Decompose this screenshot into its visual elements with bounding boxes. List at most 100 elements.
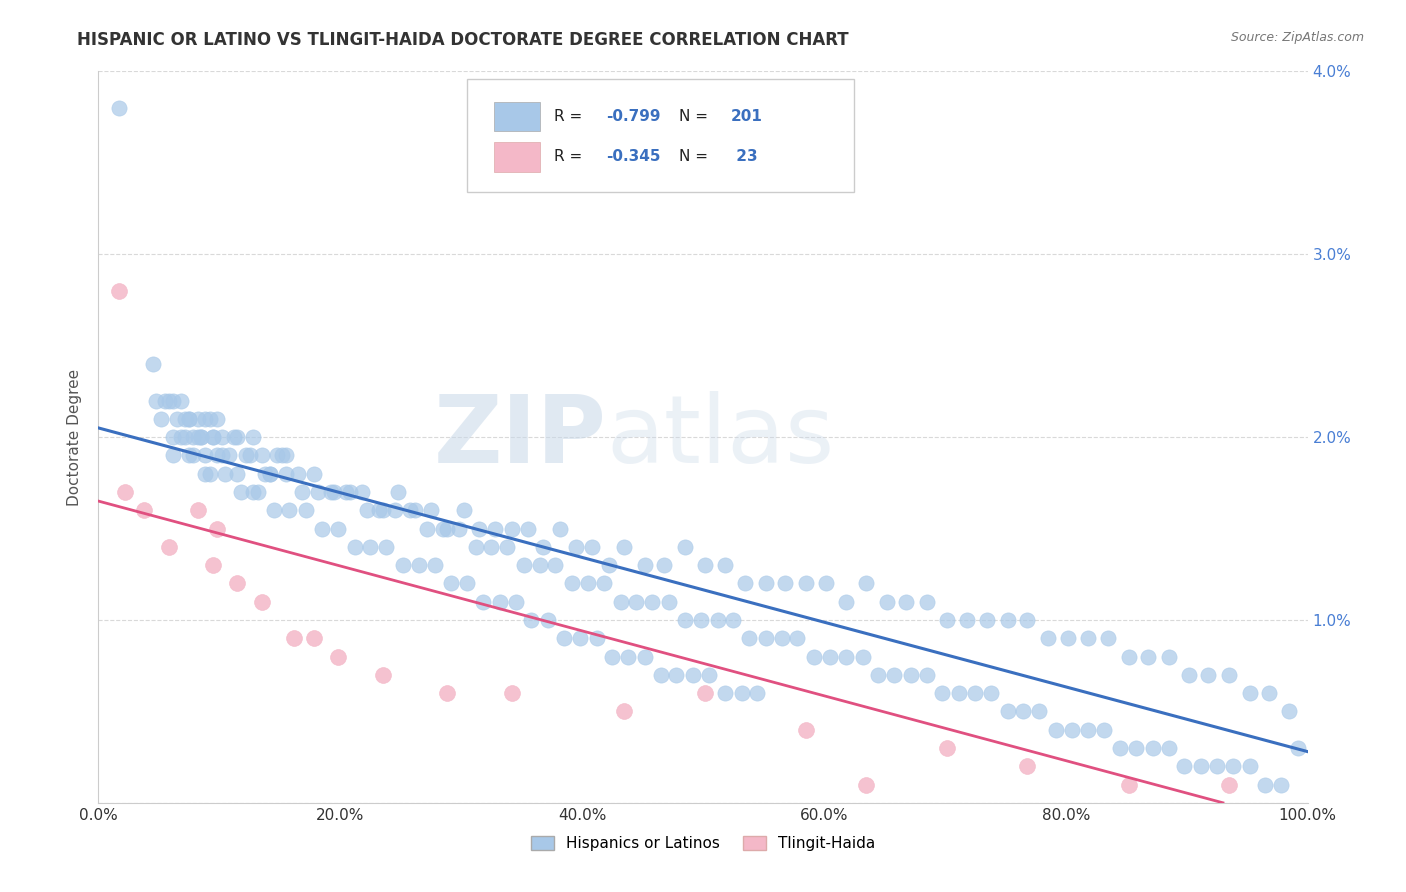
Point bbox=[371, 503, 394, 517]
Point bbox=[242, 430, 264, 444]
Point bbox=[145, 393, 167, 408]
Point bbox=[162, 393, 184, 408]
Point bbox=[214, 467, 236, 481]
Point bbox=[652, 558, 675, 573]
Point bbox=[468, 521, 491, 535]
Point bbox=[283, 632, 305, 646]
Point bbox=[581, 540, 603, 554]
Point bbox=[226, 467, 249, 481]
Point bbox=[1118, 649, 1140, 664]
Point bbox=[1015, 759, 1038, 773]
Point bbox=[1142, 740, 1164, 755]
Point bbox=[181, 430, 204, 444]
Text: -0.345: -0.345 bbox=[606, 150, 661, 164]
Point bbox=[948, 686, 970, 700]
Text: 23: 23 bbox=[731, 150, 758, 164]
Point bbox=[1178, 667, 1201, 681]
Point bbox=[1239, 759, 1261, 773]
Point bbox=[794, 723, 817, 737]
Point bbox=[1118, 778, 1140, 792]
Point bbox=[205, 521, 228, 535]
Point bbox=[198, 412, 221, 426]
Point bbox=[855, 576, 877, 591]
Point bbox=[481, 540, 503, 554]
Point bbox=[250, 595, 273, 609]
Point bbox=[259, 467, 281, 481]
Point bbox=[323, 485, 346, 500]
Point bbox=[1157, 740, 1180, 755]
Point bbox=[274, 467, 297, 481]
Point bbox=[456, 576, 478, 591]
Point bbox=[202, 430, 225, 444]
Point bbox=[641, 595, 664, 609]
Point bbox=[453, 503, 475, 517]
Point bbox=[190, 430, 212, 444]
Point bbox=[936, 740, 959, 755]
Point bbox=[592, 576, 614, 591]
Point bbox=[436, 521, 458, 535]
Point bbox=[689, 613, 711, 627]
Point bbox=[1157, 649, 1180, 664]
Point bbox=[423, 558, 446, 573]
Point bbox=[505, 595, 527, 609]
Point bbox=[311, 521, 333, 535]
Point bbox=[326, 521, 349, 535]
Point bbox=[218, 449, 240, 463]
Text: N =: N = bbox=[679, 150, 707, 164]
Point bbox=[1218, 778, 1240, 792]
Point bbox=[187, 430, 209, 444]
Point bbox=[815, 576, 838, 591]
Point bbox=[537, 613, 560, 627]
Point bbox=[894, 595, 917, 609]
Point bbox=[319, 485, 342, 500]
Point bbox=[134, 503, 156, 517]
Point bbox=[1012, 705, 1035, 719]
Point bbox=[308, 485, 330, 500]
Point bbox=[242, 485, 264, 500]
Point bbox=[755, 576, 778, 591]
Point bbox=[855, 778, 877, 792]
Point bbox=[278, 503, 301, 517]
Point bbox=[650, 667, 672, 681]
Point bbox=[295, 503, 318, 517]
Point bbox=[194, 449, 217, 463]
Point bbox=[1057, 632, 1080, 646]
Point bbox=[447, 521, 470, 535]
Point bbox=[371, 667, 394, 681]
Point bbox=[162, 449, 184, 463]
Point bbox=[157, 540, 180, 554]
Point bbox=[1278, 705, 1301, 719]
Point bbox=[489, 595, 512, 609]
Point bbox=[198, 467, 221, 481]
Point bbox=[360, 540, 382, 554]
Point bbox=[169, 430, 191, 444]
Point bbox=[773, 576, 796, 591]
Point bbox=[387, 485, 409, 500]
Text: -0.799: -0.799 bbox=[606, 109, 661, 124]
Point bbox=[368, 503, 391, 517]
Point bbox=[471, 595, 494, 609]
Point bbox=[226, 430, 249, 444]
Point bbox=[997, 705, 1019, 719]
Point bbox=[695, 558, 717, 573]
Point bbox=[205, 412, 228, 426]
Point bbox=[290, 485, 312, 500]
Point bbox=[350, 485, 373, 500]
Point bbox=[565, 540, 588, 554]
Point bbox=[1286, 740, 1309, 755]
Point bbox=[179, 412, 201, 426]
Point bbox=[852, 649, 875, 664]
Point bbox=[955, 613, 977, 627]
Point bbox=[1125, 740, 1147, 755]
Point bbox=[174, 412, 197, 426]
Point bbox=[658, 595, 681, 609]
Point bbox=[1076, 632, 1098, 646]
Point bbox=[114, 485, 136, 500]
Point bbox=[259, 467, 281, 481]
Point bbox=[883, 667, 905, 681]
Point bbox=[302, 467, 325, 481]
Point bbox=[980, 686, 1002, 700]
Point bbox=[384, 503, 406, 517]
Text: Source: ZipAtlas.com: Source: ZipAtlas.com bbox=[1230, 31, 1364, 45]
Point bbox=[174, 430, 197, 444]
